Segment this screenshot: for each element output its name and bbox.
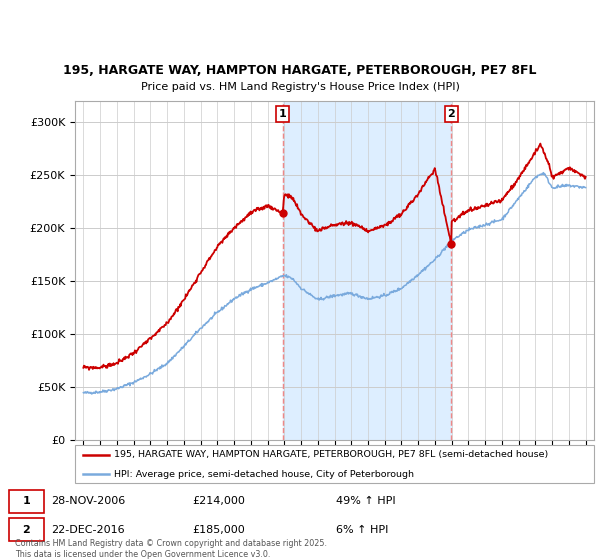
FancyBboxPatch shape [9, 490, 44, 513]
Text: £185,000: £185,000 [192, 525, 245, 535]
Text: Contains HM Land Registry data © Crown copyright and database right 2025.
This d: Contains HM Land Registry data © Crown c… [15, 539, 327, 559]
Text: Price paid vs. HM Land Registry's House Price Index (HPI): Price paid vs. HM Land Registry's House … [140, 82, 460, 92]
FancyBboxPatch shape [75, 445, 594, 483]
Text: 28-NOV-2006: 28-NOV-2006 [51, 496, 125, 506]
Text: 1: 1 [279, 109, 287, 119]
Text: 22-DEC-2016: 22-DEC-2016 [51, 525, 125, 535]
Text: 49% ↑ HPI: 49% ↑ HPI [336, 496, 395, 506]
Text: HPI: Average price, semi-detached house, City of Peterborough: HPI: Average price, semi-detached house,… [114, 470, 414, 479]
Text: 2: 2 [23, 525, 30, 535]
Bar [283, 101, 451, 440]
FancyBboxPatch shape [9, 519, 44, 542]
Text: 195, HARGATE WAY, HAMPTON HARGATE, PETERBOROUGH, PE7 8FL: 195, HARGATE WAY, HAMPTON HARGATE, PETER… [63, 64, 537, 77]
Text: 195, HARGATE WAY, HAMPTON HARGATE, PETERBOROUGH, PE7 8FL (semi-detached house): 195, HARGATE WAY, HAMPTON HARGATE, PETER… [114, 450, 548, 459]
Text: 1: 1 [23, 496, 30, 506]
Text: 2: 2 [448, 109, 455, 119]
Text: £214,000: £214,000 [192, 496, 245, 506]
Text: 6% ↑ HPI: 6% ↑ HPI [336, 525, 388, 535]
